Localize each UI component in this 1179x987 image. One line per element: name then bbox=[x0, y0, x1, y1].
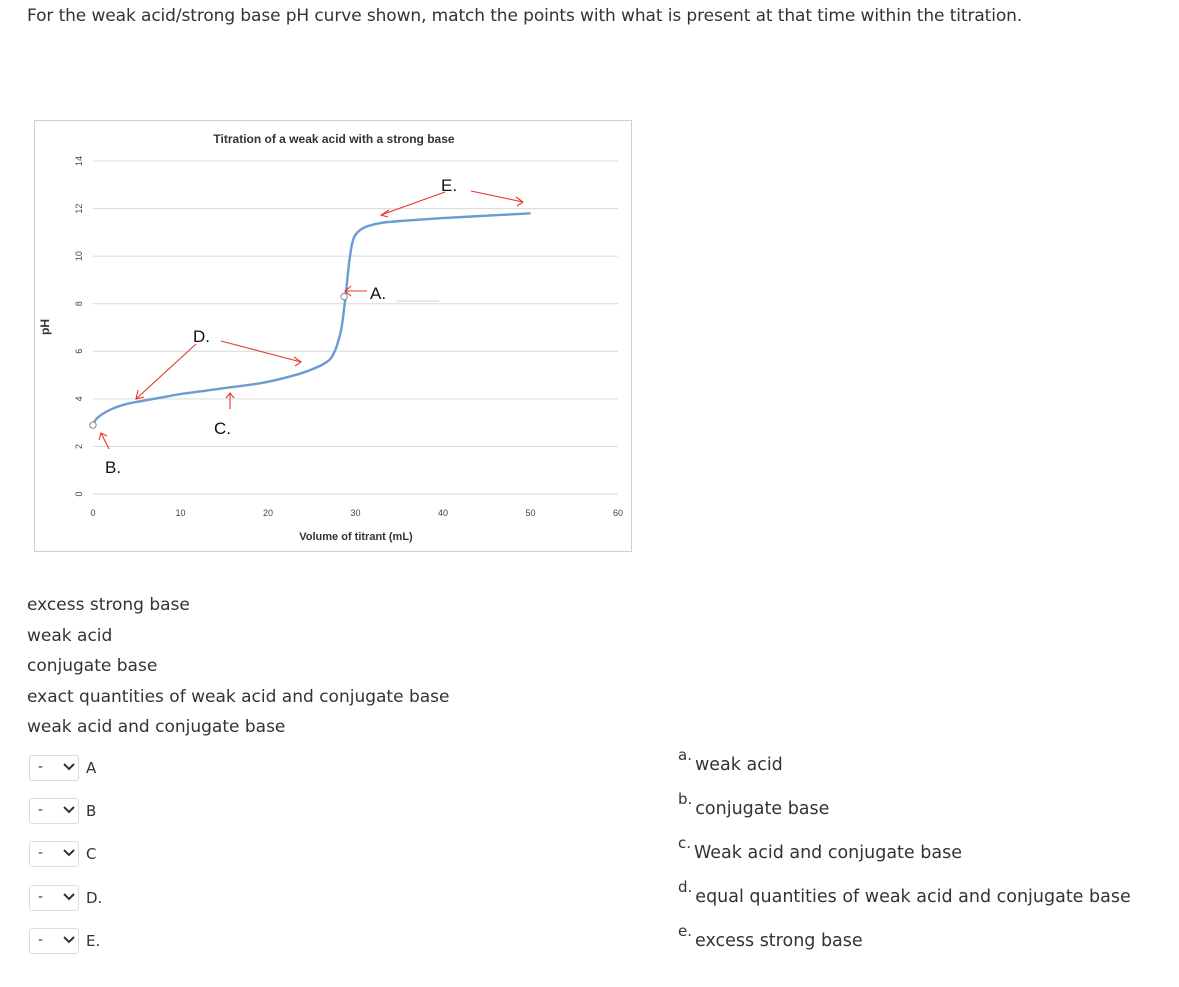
chevron-down-icon bbox=[63, 849, 75, 857]
chevron-down-icon bbox=[63, 806, 75, 814]
point-label-a: A. bbox=[370, 284, 386, 303]
match-label-e: E. bbox=[86, 932, 101, 950]
match-select-e[interactable]: - bbox=[29, 928, 79, 954]
match-row-e: - E. bbox=[29, 927, 100, 955]
titration-chart: 0 2 4 6 8 10 12 14 0 10 20 30 40 50 60 Titration of a … bbox=[34, 120, 632, 552]
x-tick-label: 10 bbox=[175, 508, 185, 518]
x-tick-label: 30 bbox=[350, 508, 360, 518]
y-tick-label: 6 bbox=[74, 349, 84, 354]
annotation-arrows bbox=[98, 190, 524, 450]
match-label-c: C bbox=[86, 845, 97, 863]
answer-letter: a. bbox=[678, 746, 692, 764]
x-tick-label: 20 bbox=[263, 508, 273, 518]
equivalence-point-marker bbox=[340, 292, 348, 301]
x-tick-label: 50 bbox=[525, 508, 535, 518]
arrow-b-head bbox=[98, 432, 108, 441]
arrow-e-left-head bbox=[379, 209, 390, 218]
x-axis-label: Volume of titrant (mL) bbox=[299, 531, 413, 543]
match-row-a: - A bbox=[29, 754, 96, 782]
answer-text: excess strong base bbox=[695, 931, 863, 951]
point-label-c: C. bbox=[214, 419, 231, 438]
answer-letter: c. bbox=[678, 834, 692, 852]
question-text: For the weak acid/strong base pH curve s… bbox=[27, 6, 1023, 26]
option-item: weak acid bbox=[27, 625, 113, 646]
option-item: excess strong base bbox=[27, 595, 190, 615]
select-value: - bbox=[38, 802, 44, 818]
ph-curve-line bbox=[91, 212, 531, 426]
match-select-a[interactable]: - bbox=[29, 755, 79, 781]
answer-item-d: d. equal quantities of weak acid and conj… bbox=[678, 878, 1131, 907]
arrow-d-left-head bbox=[135, 389, 145, 400]
arrow-c-up-head bbox=[225, 392, 235, 399]
y-tick-label: 4 bbox=[74, 396, 84, 401]
option-item: weak acid and conjugate base bbox=[27, 717, 286, 737]
match-row-c: - C bbox=[29, 840, 96, 868]
arrow-d-left bbox=[135, 343, 197, 400]
answer-item-b: b. conjugate base bbox=[678, 790, 830, 819]
chevron-down-icon bbox=[63, 936, 75, 944]
match-label-d: D. bbox=[86, 889, 103, 907]
point-label-e: E. bbox=[441, 176, 457, 195]
answer-text: Weak acid and conjugate base bbox=[694, 843, 962, 863]
arrow-d-right bbox=[220, 340, 302, 363]
answer-text: equal quantities of weak acid and conjug… bbox=[695, 887, 1131, 907]
match-row-d: - D. bbox=[29, 884, 102, 912]
select-value: - bbox=[38, 932, 44, 948]
y-tick-label: 2 bbox=[74, 444, 84, 449]
point-label-b: B. bbox=[105, 458, 121, 477]
y-tick-label: 10 bbox=[74, 251, 84, 261]
select-value: - bbox=[38, 845, 44, 861]
chevron-down-icon bbox=[63, 763, 75, 771]
start-point-marker bbox=[89, 421, 97, 429]
arrow-b bbox=[100, 432, 110, 450]
y-tick-label: 12 bbox=[74, 204, 84, 214]
x-tick-label: 40 bbox=[438, 508, 448, 518]
match-label-b: B bbox=[86, 802, 97, 820]
arrow-e-right bbox=[470, 190, 524, 203]
option-item: conjugate base bbox=[27, 656, 158, 676]
y-tick-label: 14 bbox=[74, 156, 84, 166]
y-axis-label: pH bbox=[38, 319, 52, 335]
answer-text: conjugate base bbox=[695, 799, 830, 819]
match-label-a: A bbox=[86, 759, 97, 777]
arrow-a-head bbox=[344, 285, 352, 297]
answer-text: weak acid bbox=[694, 755, 783, 775]
options-list: excess strong base weak acid conjugate b… bbox=[27, 590, 449, 743]
y-tick-label: 8 bbox=[74, 301, 84, 306]
match-select-b[interactable]: - bbox=[29, 798, 79, 824]
chevron-down-icon bbox=[63, 893, 75, 901]
x-tick-label: 60 bbox=[613, 508, 623, 518]
y-tick-label: 0 bbox=[74, 491, 84, 496]
answer-letter: e. bbox=[678, 922, 692, 940]
answer-item-e: e. excess strong base bbox=[678, 922, 863, 951]
arrow-d-right-head bbox=[293, 356, 302, 367]
answer-letter: b. bbox=[678, 790, 693, 808]
select-value: - bbox=[38, 889, 44, 905]
select-value: - bbox=[38, 759, 44, 775]
option-item: exact quantities of weak acid and conjug… bbox=[27, 686, 450, 707]
arrow-e-left bbox=[380, 191, 446, 216]
match-row-b: - B bbox=[29, 797, 96, 825]
answer-letter: d. bbox=[678, 878, 693, 896]
arrow-e-right-head bbox=[515, 196, 524, 207]
chart-title: Titration of a weak acid with a strong b… bbox=[213, 132, 454, 146]
answer-item-a: a. weak acid bbox=[678, 746, 783, 775]
match-select-c[interactable]: - bbox=[29, 841, 79, 867]
answer-item-c: c. Weak acid and conjugate base bbox=[678, 834, 962, 863]
x-tick-label: 0 bbox=[90, 508, 95, 518]
point-label-d: D. bbox=[193, 327, 210, 346]
match-select-d[interactable]: - bbox=[29, 885, 79, 911]
